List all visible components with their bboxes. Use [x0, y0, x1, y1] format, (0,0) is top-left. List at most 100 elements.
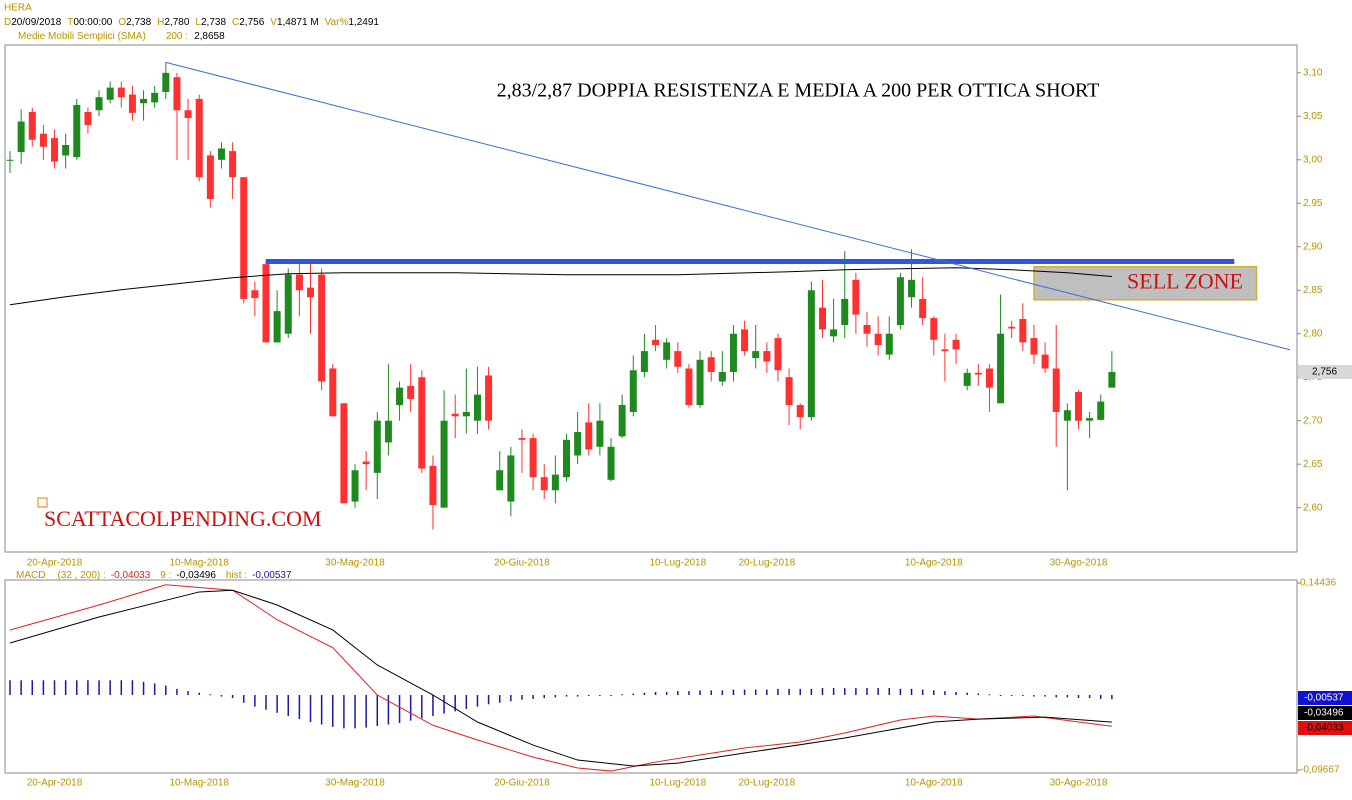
sma-header: Medie Mobili Semplici (SMA) 200 : 2,8658 [18, 31, 225, 42]
candle-body [963, 372, 971, 386]
hist-bar [510, 695, 512, 702]
hist-bar [565, 695, 568, 697]
candle-body [362, 461, 370, 465]
candle-body [640, 351, 648, 372]
y-tick-label: 2,80 [1303, 328, 1323, 339]
header-field: H [157, 17, 164, 28]
candle-body [295, 274, 303, 291]
header-field: hist : [226, 570, 247, 581]
hist-bar [632, 693, 635, 696]
hist-bar [1088, 695, 1091, 699]
hist-bar [76, 680, 78, 696]
candle-body [752, 351, 760, 359]
last-price-tag [1298, 364, 1352, 379]
candle-body [807, 290, 815, 418]
hist-bar [643, 692, 646, 696]
candle-body [1108, 371, 1116, 388]
candle-body [818, 307, 826, 330]
candle-body [396, 387, 404, 406]
x-tick-label: 30-Ago-2018 [1050, 558, 1108, 569]
hist-bar [287, 695, 289, 716]
value-tag [1298, 721, 1352, 735]
hist-bar [9, 680, 11, 696]
hist-bar [1033, 695, 1035, 697]
hist-bar [543, 695, 545, 699]
sell-zone [1033, 266, 1258, 301]
hist-bar [921, 689, 924, 696]
y-tick-label: 2,60 [1303, 502, 1323, 513]
hist-bar [810, 688, 813, 696]
header-field: 1,2491 [348, 17, 379, 28]
x-tick-label: 20-Giu-2018 [494, 778, 550, 789]
hist-bar [320, 695, 323, 725]
hist-bar [231, 695, 234, 699]
candle-body [496, 470, 504, 491]
candle-body [51, 138, 59, 162]
candle-body [830, 329, 838, 337]
candle-body [84, 111, 92, 126]
x-tick-label: 20-Apr-2018 [27, 558, 83, 569]
value-tag-label: -0,03496 [1304, 708, 1344, 719]
candle-body [974, 372, 982, 375]
candle-body [128, 94, 136, 113]
hist-bar [766, 689, 768, 696]
hist-bar [777, 688, 779, 696]
price-panel [4, 44, 1298, 553]
hist-bar [665, 691, 668, 696]
candle-body [529, 438, 537, 478]
candle-body [39, 133, 47, 147]
hist-bar [98, 680, 100, 696]
hist-bar [699, 690, 701, 696]
candle-body [106, 87, 114, 100]
hist-bar [276, 695, 278, 713]
hist-bar [977, 693, 980, 696]
hist-bar [53, 680, 56, 696]
candle-body [507, 455, 515, 502]
hist-bar [242, 695, 245, 703]
candle-body [217, 148, 225, 160]
hist-bar [421, 695, 423, 719]
candle-body [440, 420, 448, 508]
header-field: -0,04033 [111, 570, 151, 581]
candle-body [1063, 410, 1071, 421]
candle-body [28, 111, 36, 140]
candle-body [685, 368, 693, 406]
candle-body [540, 477, 548, 491]
candle-body [151, 92, 159, 103]
hist-bar [521, 695, 523, 700]
x-tick-label: 10-Mag-2018 [169, 778, 229, 789]
hist-bar [409, 695, 412, 721]
candle-body [663, 342, 671, 360]
header-field: Var% [325, 17, 349, 28]
header-field: Medie Mobili Semplici (SMA) [18, 31, 146, 42]
candle-body [429, 465, 437, 506]
candle-body [162, 72, 170, 92]
hist-bar [855, 688, 857, 696]
hist-bar [899, 688, 902, 696]
hist-bar [610, 695, 612, 697]
hist-bar [576, 695, 579, 697]
value-tag [1298, 706, 1352, 720]
y-tick-label: 3,05 [1303, 111, 1323, 122]
header-field: 2,738 [126, 17, 151, 28]
x-tick-label: 20-Lug-2018 [738, 778, 795, 789]
hist-bar [1077, 695, 1080, 699]
candle-body [1097, 401, 1105, 420]
candle-body [206, 155, 214, 199]
candle-body [140, 98, 148, 104]
hist-bar [844, 688, 846, 696]
y-tick-label: 2,65 [1303, 459, 1323, 470]
candle-body [908, 279, 916, 298]
hist-bar [20, 680, 22, 696]
hist-bar [42, 680, 45, 696]
header-field: -0,03496 [176, 570, 216, 581]
hist-bar [487, 695, 490, 705]
hist-bar [432, 695, 434, 716]
y-tick-label: 2,70 [1303, 415, 1323, 426]
hist-bar [677, 691, 679, 696]
macd-line [9, 584, 1112, 772]
candle-body [418, 377, 426, 469]
header-field: T [67, 17, 73, 28]
x-tick-label: 10-Lug-2018 [649, 778, 706, 789]
